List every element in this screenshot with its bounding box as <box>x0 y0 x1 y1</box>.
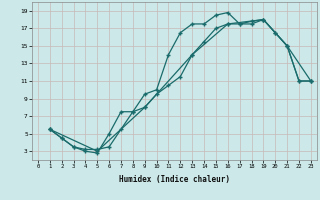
X-axis label: Humidex (Indice chaleur): Humidex (Indice chaleur) <box>119 175 230 184</box>
